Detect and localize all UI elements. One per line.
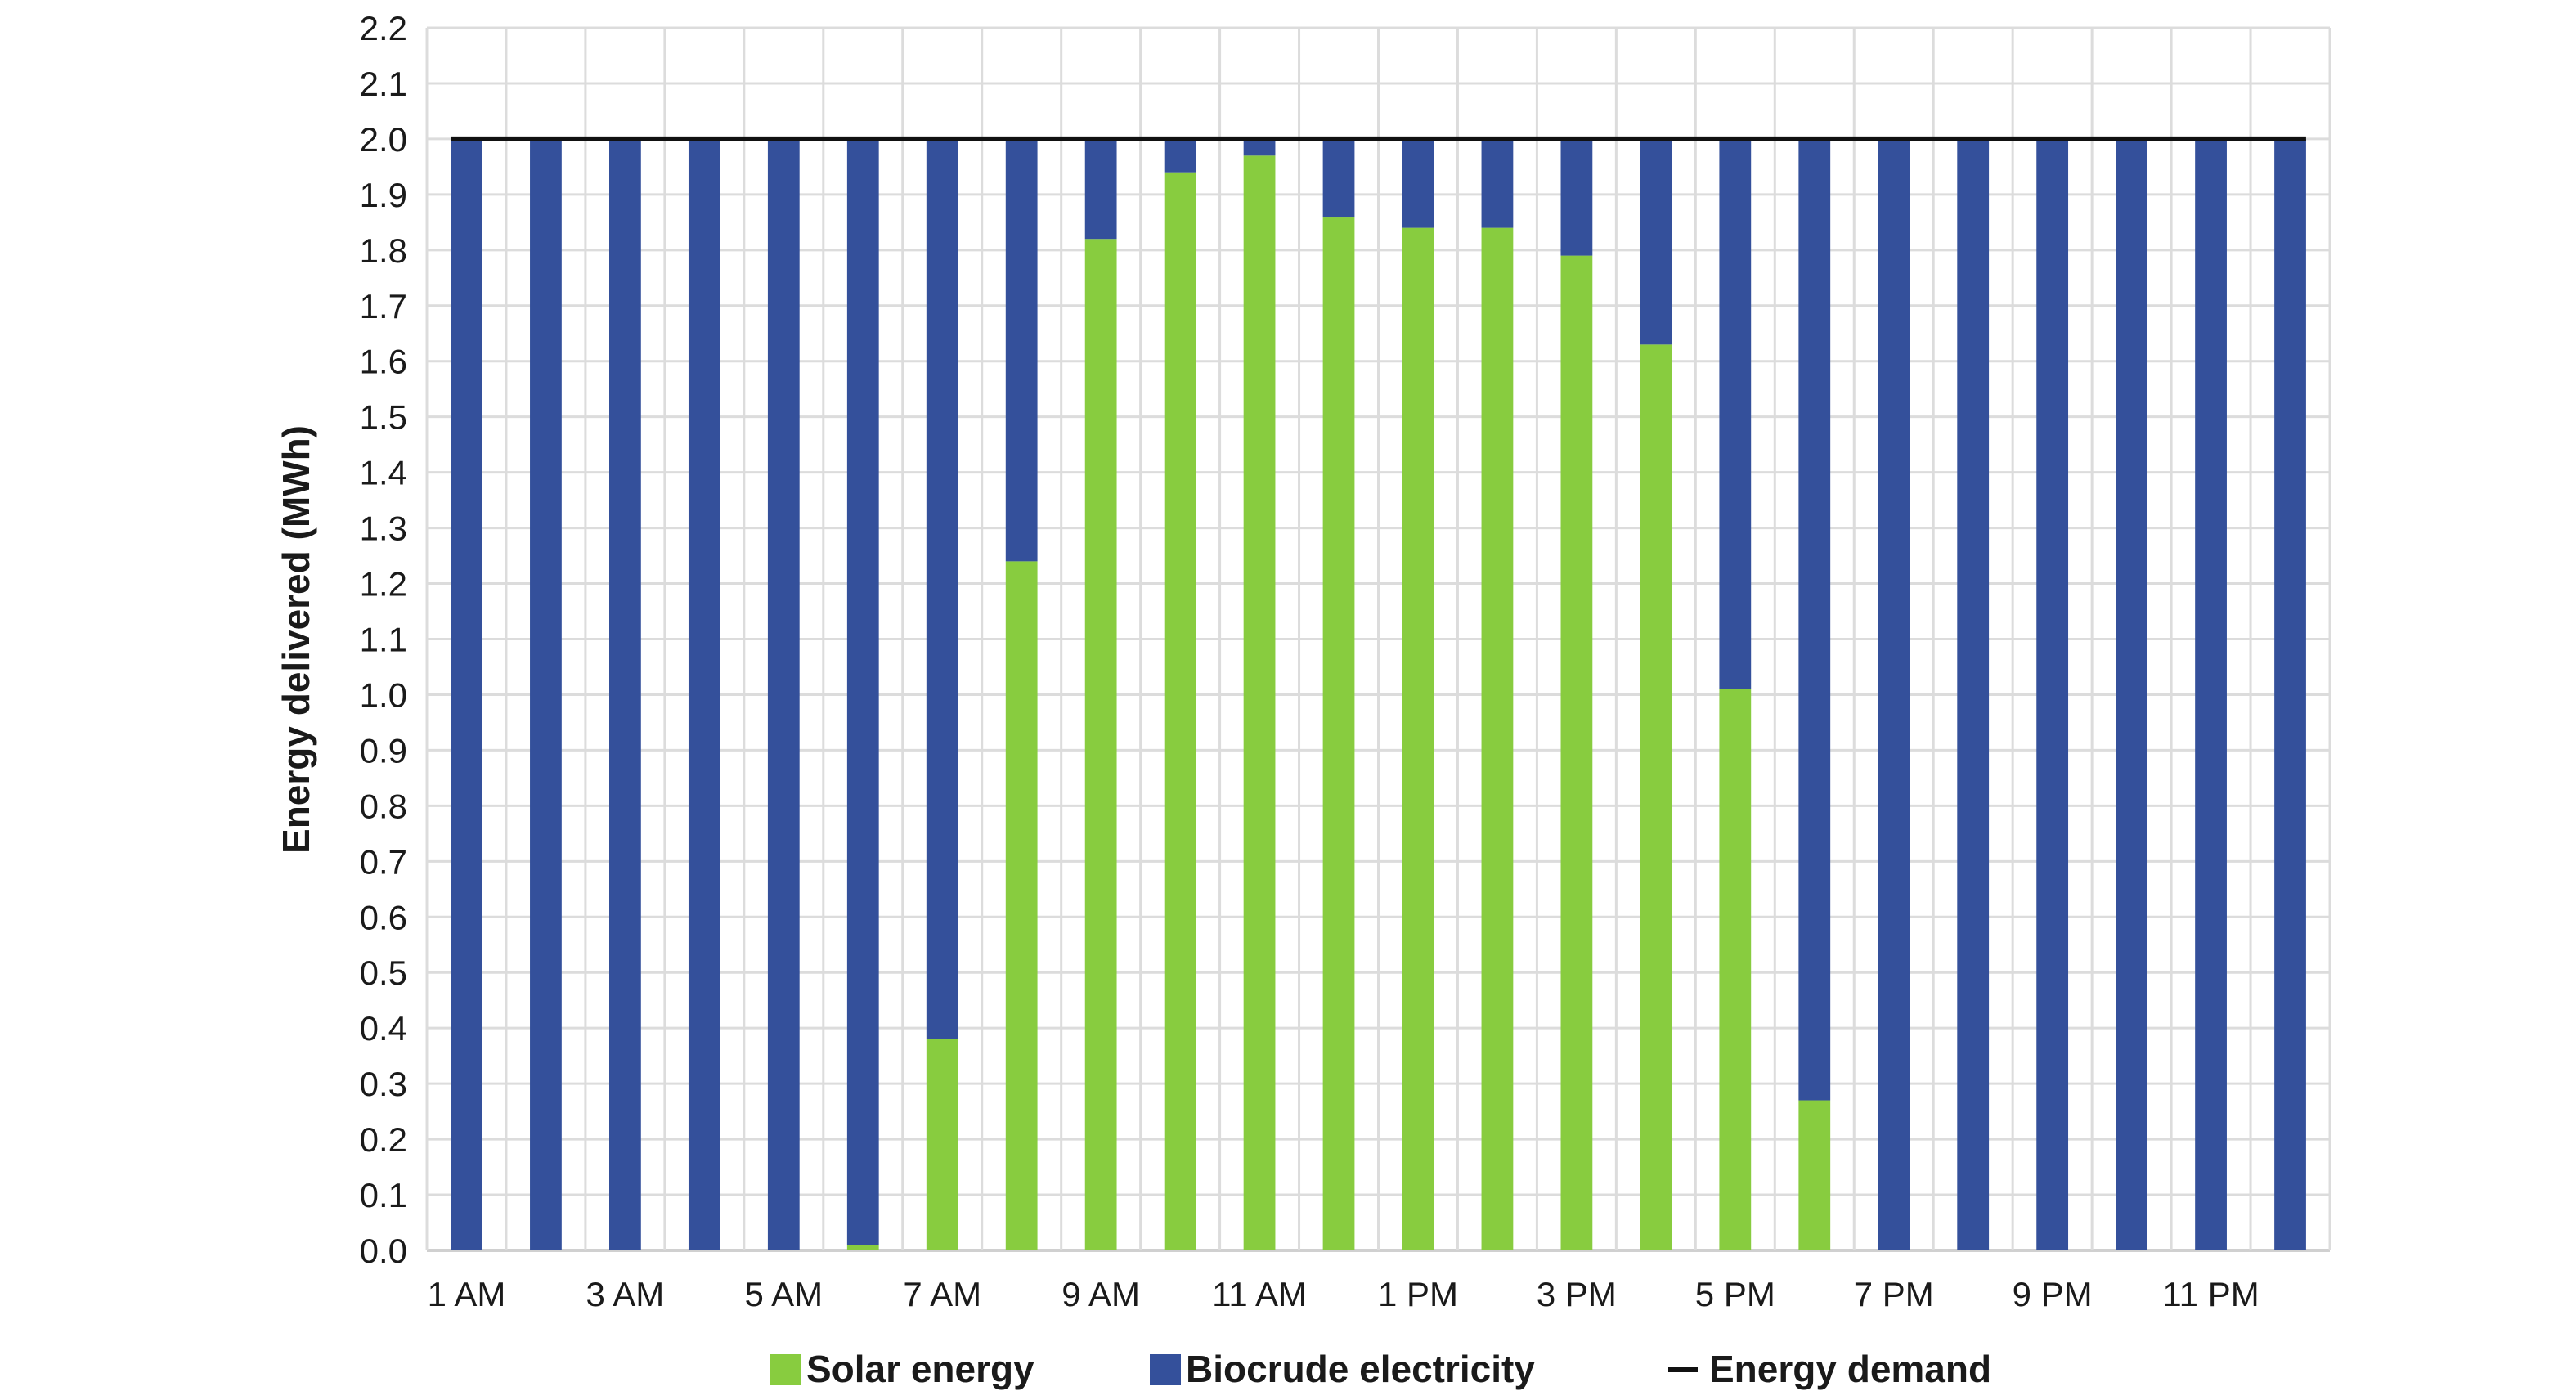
x-tick-label: 11 AM: [1212, 1275, 1307, 1313]
y-tick-label: 1.1: [360, 621, 407, 659]
bar-biocrude: [1798, 138, 1831, 1101]
bars: [451, 138, 2306, 1251]
x-tick-label: 3 PM: [1537, 1275, 1617, 1313]
bar-biocrude: [1164, 138, 1196, 173]
bar-solar: [1084, 239, 1117, 1250]
bar-biocrude: [1640, 138, 1672, 345]
y-tick-label: 1.6: [360, 343, 407, 381]
legend-label: Biocrude electricity: [1186, 1348, 1535, 1390]
y-tick-label: 1.5: [360, 398, 407, 437]
y-tick-label: 0.1: [360, 1176, 407, 1214]
bar-biocrude: [688, 138, 720, 1251]
x-tick-label: 5 PM: [1695, 1275, 1775, 1313]
bar-solar: [1560, 255, 1593, 1250]
bar-biocrude: [1322, 138, 1355, 218]
y-tick-label: 2.1: [360, 65, 407, 103]
x-axis-ticks: 1 AM 3 AM 5 AM 7 AM 9 AM 11 AM 1 PM 3 PM 5 PM 7 P…: [428, 1275, 2260, 1313]
y-tick-label: 0.7: [360, 842, 407, 881]
x-tick-label: 1 PM: [1378, 1275, 1458, 1313]
legend-label: Energy demand: [1709, 1348, 1991, 1390]
legend-swatch: [1150, 1354, 1181, 1385]
bar-solar: [846, 1245, 879, 1250]
x-tick-label: 9 AM: [1061, 1275, 1140, 1313]
bar-solar: [1005, 561, 1038, 1250]
y-tick-label: 0.8: [360, 787, 407, 825]
y-tick-label: 0.5: [360, 954, 407, 992]
bar-biocrude: [609, 138, 641, 1251]
y-axis-ticks: 0.0 0.1 0.2 0.3 0.4 0.5 0.6 0.7 0.8 0.9 1.0 1.1 1.2 1…: [360, 9, 407, 1270]
legend-swatch: [770, 1354, 801, 1385]
bar-solar: [1640, 344, 1672, 1250]
bar-biocrude: [846, 138, 879, 1245]
bar-biocrude: [767, 138, 800, 1251]
x-tick-label: 3 AM: [586, 1275, 665, 1313]
bar-biocrude: [1957, 138, 1990, 1251]
bar-biocrude: [926, 138, 958, 1039]
bar-biocrude: [530, 138, 562, 1251]
bar-solar: [1719, 689, 1752, 1250]
y-tick-label: 0.6: [360, 898, 407, 936]
x-tick-label: 5 AM: [744, 1275, 823, 1313]
bar-biocrude: [1481, 138, 1514, 228]
gridlines: [425, 26, 2331, 1252]
x-tick-label: 11 PM: [2162, 1275, 2259, 1313]
y-tick-label: 1.2: [360, 565, 407, 604]
y-tick-label: 0.0: [360, 1232, 407, 1270]
bar-solar: [1481, 227, 1514, 1250]
bar-biocrude: [1719, 138, 1752, 689]
bar-biocrude: [1243, 138, 1276, 156]
y-tick-label: 0.4: [360, 1009, 407, 1048]
bar-biocrude: [2195, 138, 2227, 1251]
x-tick-label: 7 AM: [903, 1275, 981, 1313]
bar-biocrude: [1084, 138, 1117, 240]
x-tick-label: 9 PM: [2013, 1275, 2093, 1313]
bar-biocrude: [1878, 138, 1910, 1251]
y-axis-label: Energy delivered (MWh): [275, 425, 317, 854]
legend: Solar energy Biocrude electricity Energy d…: [770, 1348, 1991, 1390]
bar-biocrude: [2036, 138, 2069, 1251]
bar-solar: [1243, 155, 1276, 1251]
legend-label: Solar energy: [806, 1348, 1034, 1390]
y-tick-label: 1.4: [360, 454, 407, 492]
bar-biocrude: [451, 138, 482, 1251]
y-tick-label: 1.3: [360, 509, 407, 548]
y-tick-label: 0.2: [360, 1120, 407, 1159]
x-tick-label: 7 PM: [1854, 1275, 1934, 1313]
y-tick-label: 1.8: [360, 231, 407, 270]
bar-solar: [926, 1039, 958, 1250]
x-tick-label: 1 AM: [428, 1275, 506, 1313]
bar-biocrude: [1005, 138, 1038, 562]
y-tick-label: 2.2: [360, 9, 407, 47]
y-tick-label: 1.0: [360, 675, 407, 714]
y-tick-label: 2.0: [360, 120, 407, 159]
bar-biocrude: [2116, 138, 2147, 1251]
bar-solar: [1164, 172, 1196, 1250]
bar-biocrude: [2274, 138, 2306, 1251]
y-tick-label: 1.9: [360, 176, 407, 214]
bar-solar: [1798, 1100, 1831, 1250]
bar-solar: [1402, 227, 1434, 1250]
y-tick-label: 0.3: [360, 1065, 407, 1103]
bar-biocrude: [1402, 138, 1434, 228]
bar-solar: [1322, 217, 1355, 1251]
y-tick-label: 1.7: [360, 287, 407, 325]
bar-biocrude: [1560, 138, 1593, 256]
y-tick-label: 0.9: [360, 731, 407, 770]
